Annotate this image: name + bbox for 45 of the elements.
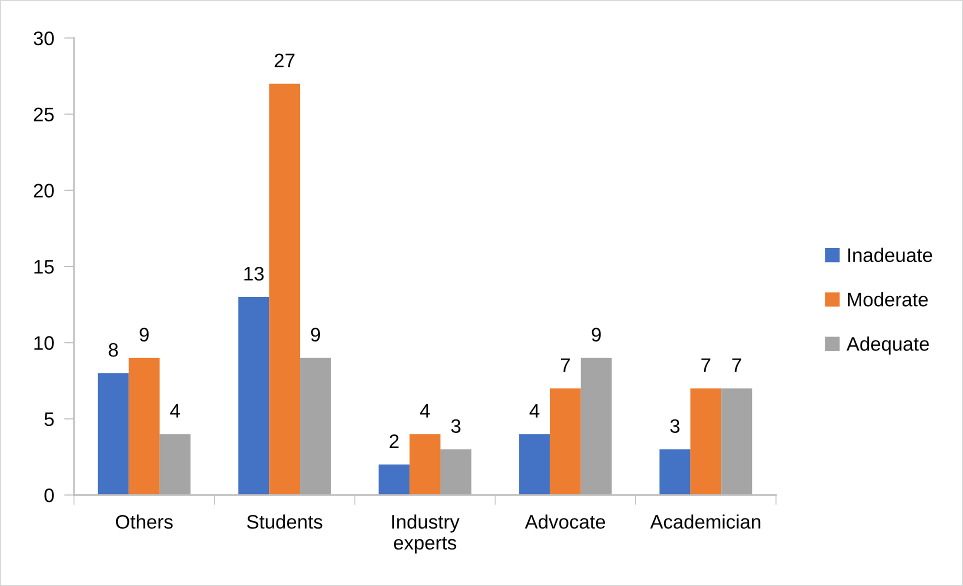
data-label: 4	[170, 404, 180, 418]
bar	[659, 449, 690, 495]
legend-label: Adequate	[846, 336, 929, 355]
data-label: 9	[592, 328, 601, 342]
bar	[128, 358, 160, 495]
y-tick-label: 20	[34, 184, 54, 198]
data-label: 3	[451, 419, 460, 433]
bar	[550, 388, 581, 495]
x-tick-label: Industry experts	[392, 514, 460, 554]
y-tick-label: 0	[44, 488, 54, 502]
x-tick-label: Students	[247, 514, 322, 529]
bar	[519, 434, 550, 495]
data-label: 4	[420, 404, 430, 418]
bar	[238, 296, 270, 495]
bar	[410, 434, 440, 495]
legend-label: Moderate	[848, 292, 928, 306]
data-label: 7	[732, 358, 742, 372]
y-tick-label: 5	[44, 412, 54, 426]
data-label: 8	[108, 343, 118, 357]
y-tick-label: 10	[34, 336, 54, 350]
y-tick-label: 15	[34, 260, 54, 274]
bar	[440, 449, 472, 495]
data-label: 7	[560, 358, 570, 372]
data-label: 9	[140, 328, 149, 342]
x-tick-label: Advocate	[524, 514, 606, 529]
y-tick-label: 30	[34, 31, 54, 46]
legend-label: Inadeuate	[848, 248, 932, 262]
bar	[378, 464, 410, 495]
bar	[721, 388, 752, 495]
bar	[690, 388, 722, 495]
data-label: 3	[670, 419, 680, 433]
data-label: 2	[390, 434, 399, 448]
bar	[160, 434, 191, 495]
data-label: 9	[310, 328, 320, 342]
bar	[98, 373, 129, 495]
x-tick-label: Academician	[650, 514, 760, 529]
data-label: 4	[530, 404, 540, 418]
bar	[269, 84, 300, 495]
bar	[580, 358, 612, 495]
bar	[300, 358, 331, 495]
data-label: 27	[274, 54, 294, 68]
data-label: 7	[701, 358, 710, 372]
data-label: 13	[244, 266, 264, 281]
x-tick-label: Others	[116, 514, 173, 529]
y-tick-label: 25	[34, 108, 54, 122]
